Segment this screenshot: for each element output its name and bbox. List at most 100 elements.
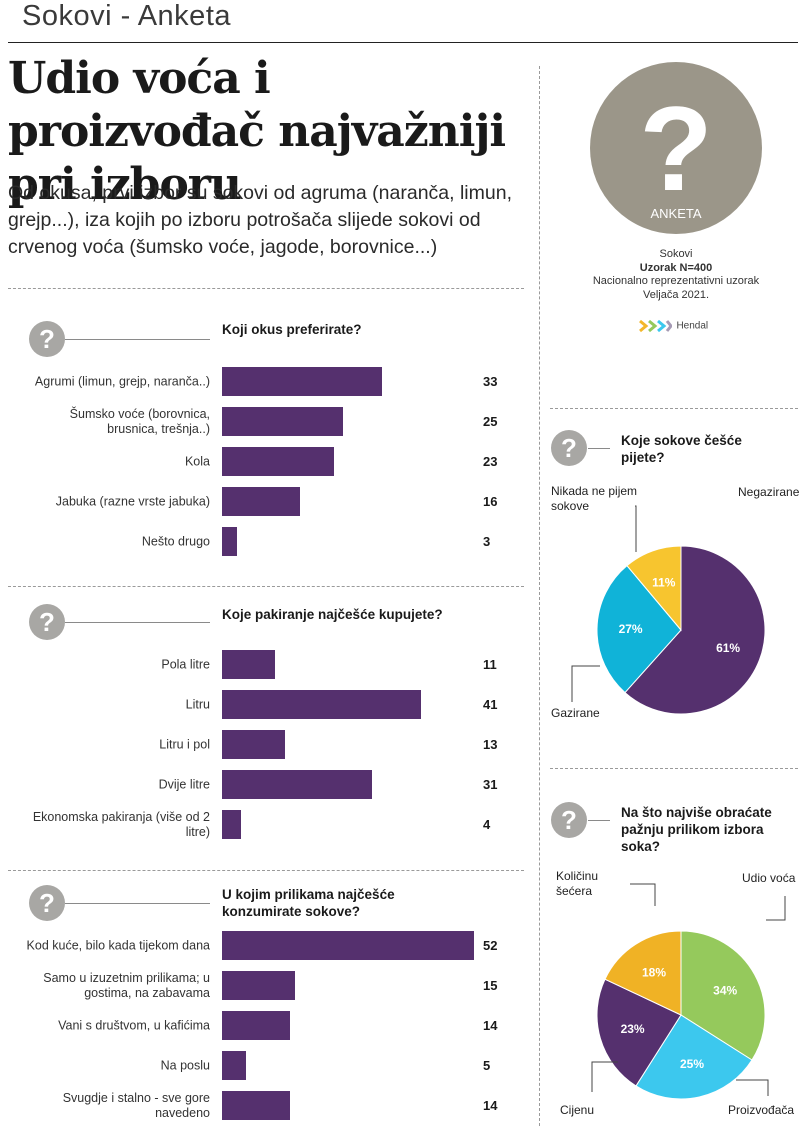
headline: Udio voća i proizvođač najvažniji pri iz…	[8, 53, 506, 210]
chart-2-question: Koje pakiranje najčešće kupujete?	[222, 607, 443, 622]
pie-slice-value-label: 61%	[716, 641, 740, 655]
bar-category-label: Litru	[185, 697, 210, 711]
pie-leader-line	[591, 1061, 618, 1092]
bar-category-label: Dvije litre	[158, 777, 210, 791]
pie-leader-line	[635, 505, 637, 552]
pie-slice	[635, 1014, 753, 1100]
bar	[222, 730, 286, 759]
question-mark-icon: ?	[639, 82, 712, 216]
pie-slice-value-label: 25%	[680, 1057, 704, 1071]
bar	[222, 971, 295, 1000]
pie-leader-line	[571, 665, 600, 702]
chart-1-question: Koji okus preferirate?	[222, 322, 362, 337]
question-mark-icon: ?	[29, 604, 65, 640]
brand-name: Hendal	[676, 320, 709, 332]
pie-slice-value-label: 18%	[642, 965, 666, 979]
pie-leader-line	[736, 1079, 769, 1096]
bar-value-label: 52	[483, 938, 498, 953]
column-divider	[539, 66, 540, 1126]
pie-slice-value-label: 11%	[652, 576, 676, 590]
bar-category-label: Samo u izuzetnim prilikama; u gostima, n…	[43, 970, 210, 1000]
lead-paragraph: Od okusa, prvi izbor su sokovi od agruma…	[8, 182, 512, 258]
bar	[222, 690, 421, 719]
bar-category-label: Litru i pol	[159, 737, 210, 751]
badge-circle	[590, 62, 762, 234]
meta-topic: Sokovi	[659, 248, 693, 260]
question-connector	[65, 903, 210, 904]
bar-category-label: Kod kuće, bilo kada tijekom dana	[26, 938, 210, 952]
pie-1-label-nikada: Nikada ne pijem sokove	[551, 484, 638, 513]
pie-2-label-proizvodaca: Proizvođača	[728, 1103, 795, 1117]
bar-category-label: Jabuka (razne vrste jabuka)	[55, 494, 210, 508]
bar	[222, 487, 300, 516]
pie-2-question: Na što najviše obraćate pažnju prilikom …	[621, 805, 772, 854]
pie-slice	[604, 930, 682, 1016]
bar	[222, 367, 383, 396]
bar-value-label: 13	[483, 737, 498, 752]
bar-value-label: 3	[483, 534, 491, 549]
bar-value-label: 11	[483, 657, 497, 672]
pie-2-label-cijenu: Cijenu	[560, 1103, 595, 1117]
bar	[222, 770, 373, 799]
bar-category-label: Šumsko voće (borovnica, brusnica, trešnj…	[69, 406, 210, 436]
bar-category-label: Nešto drugo	[141, 534, 210, 548]
pie-2-label-kolicinu-secera: Količinu šećera	[556, 869, 599, 898]
bar-value-label: 41	[483, 697, 498, 712]
bar	[222, 1091, 290, 1120]
question-connector	[65, 339, 210, 340]
section-divider	[8, 586, 524, 587]
bar-category-label: Svugdje i stalno - sve gore navedeno	[62, 1090, 210, 1120]
pie-slice	[626, 545, 682, 632]
bar-value-label: 33	[483, 374, 498, 389]
pie-1-label-gazirane: Gazirane	[551, 706, 600, 720]
bar-value-label: 16	[483, 494, 498, 509]
bar	[222, 810, 242, 839]
bar-value-label: 23	[483, 454, 498, 469]
pie-chart-1: 61% 27% 11%	[571, 505, 766, 715]
bar-category-label: Kola	[184, 454, 210, 468]
pie-slice	[596, 564, 682, 694]
bar	[222, 527, 237, 556]
pie-leader-line	[630, 883, 656, 906]
bar	[222, 447, 334, 476]
brand-logo: Hendal	[638, 317, 708, 335]
pie-chart-2: 34% 25% 23% 18%	[591, 883, 786, 1100]
section-divider	[8, 870, 524, 871]
meta-method: Nacionalno reprezentativni uzorak	[592, 275, 760, 287]
bar	[222, 650, 276, 679]
bar	[222, 407, 344, 436]
pie-1-question: Koje sokove češće pijete?	[621, 433, 742, 465]
survey-badge: ? ANKETA	[590, 62, 762, 234]
bar-category-label: Na poslu	[160, 1058, 210, 1072]
pie-slice	[596, 978, 682, 1087]
section-divider	[8, 288, 524, 289]
pie-slice-value-label: 23%	[621, 1022, 645, 1036]
brand-logo-icon	[639, 319, 673, 332]
question-mark-icon: ?	[551, 430, 587, 466]
bar-category-label: Ekonomska pakiranja (više od 2 litre)	[32, 809, 210, 839]
pie-leader-line	[766, 896, 786, 921]
bar-value-label: 4	[483, 817, 491, 832]
pie-slice-value-label: 34%	[713, 984, 737, 998]
meta-date: Veljača 2021.	[642, 288, 710, 301]
pie-2-label-udio-voca: Udio voća	[742, 871, 796, 885]
question-connector	[588, 820, 610, 821]
bar-category-label: Agrumi (limun, grejp, naranča..)	[34, 374, 210, 388]
bar-value-label: 15	[483, 978, 498, 993]
bar-value-label: 31	[483, 777, 498, 792]
header-divider	[8, 42, 798, 43]
question-mark-icon: ?	[29, 885, 65, 921]
section-divider	[550, 408, 798, 409]
bar-category-label: Pola litre	[161, 657, 210, 671]
bar-value-label: 14	[483, 1018, 498, 1033]
bar-category-label: Vani s društvom, u kafićima	[58, 1018, 210, 1032]
bar-value-label: 14	[483, 1098, 498, 1113]
bar	[222, 931, 475, 960]
pie-1-label-negazirane: Negazirane	[738, 485, 800, 499]
survey-meta: Sokovi Uzorak N=400 Nacionalno reprezent…	[550, 248, 802, 302]
pie-slice	[624, 545, 766, 715]
question-connector	[588, 448, 610, 449]
meta-sample: Uzorak N=400	[639, 261, 713, 274]
page-header-title: Sokovi - Anketa	[22, 0, 231, 32]
bar	[222, 1011, 290, 1040]
